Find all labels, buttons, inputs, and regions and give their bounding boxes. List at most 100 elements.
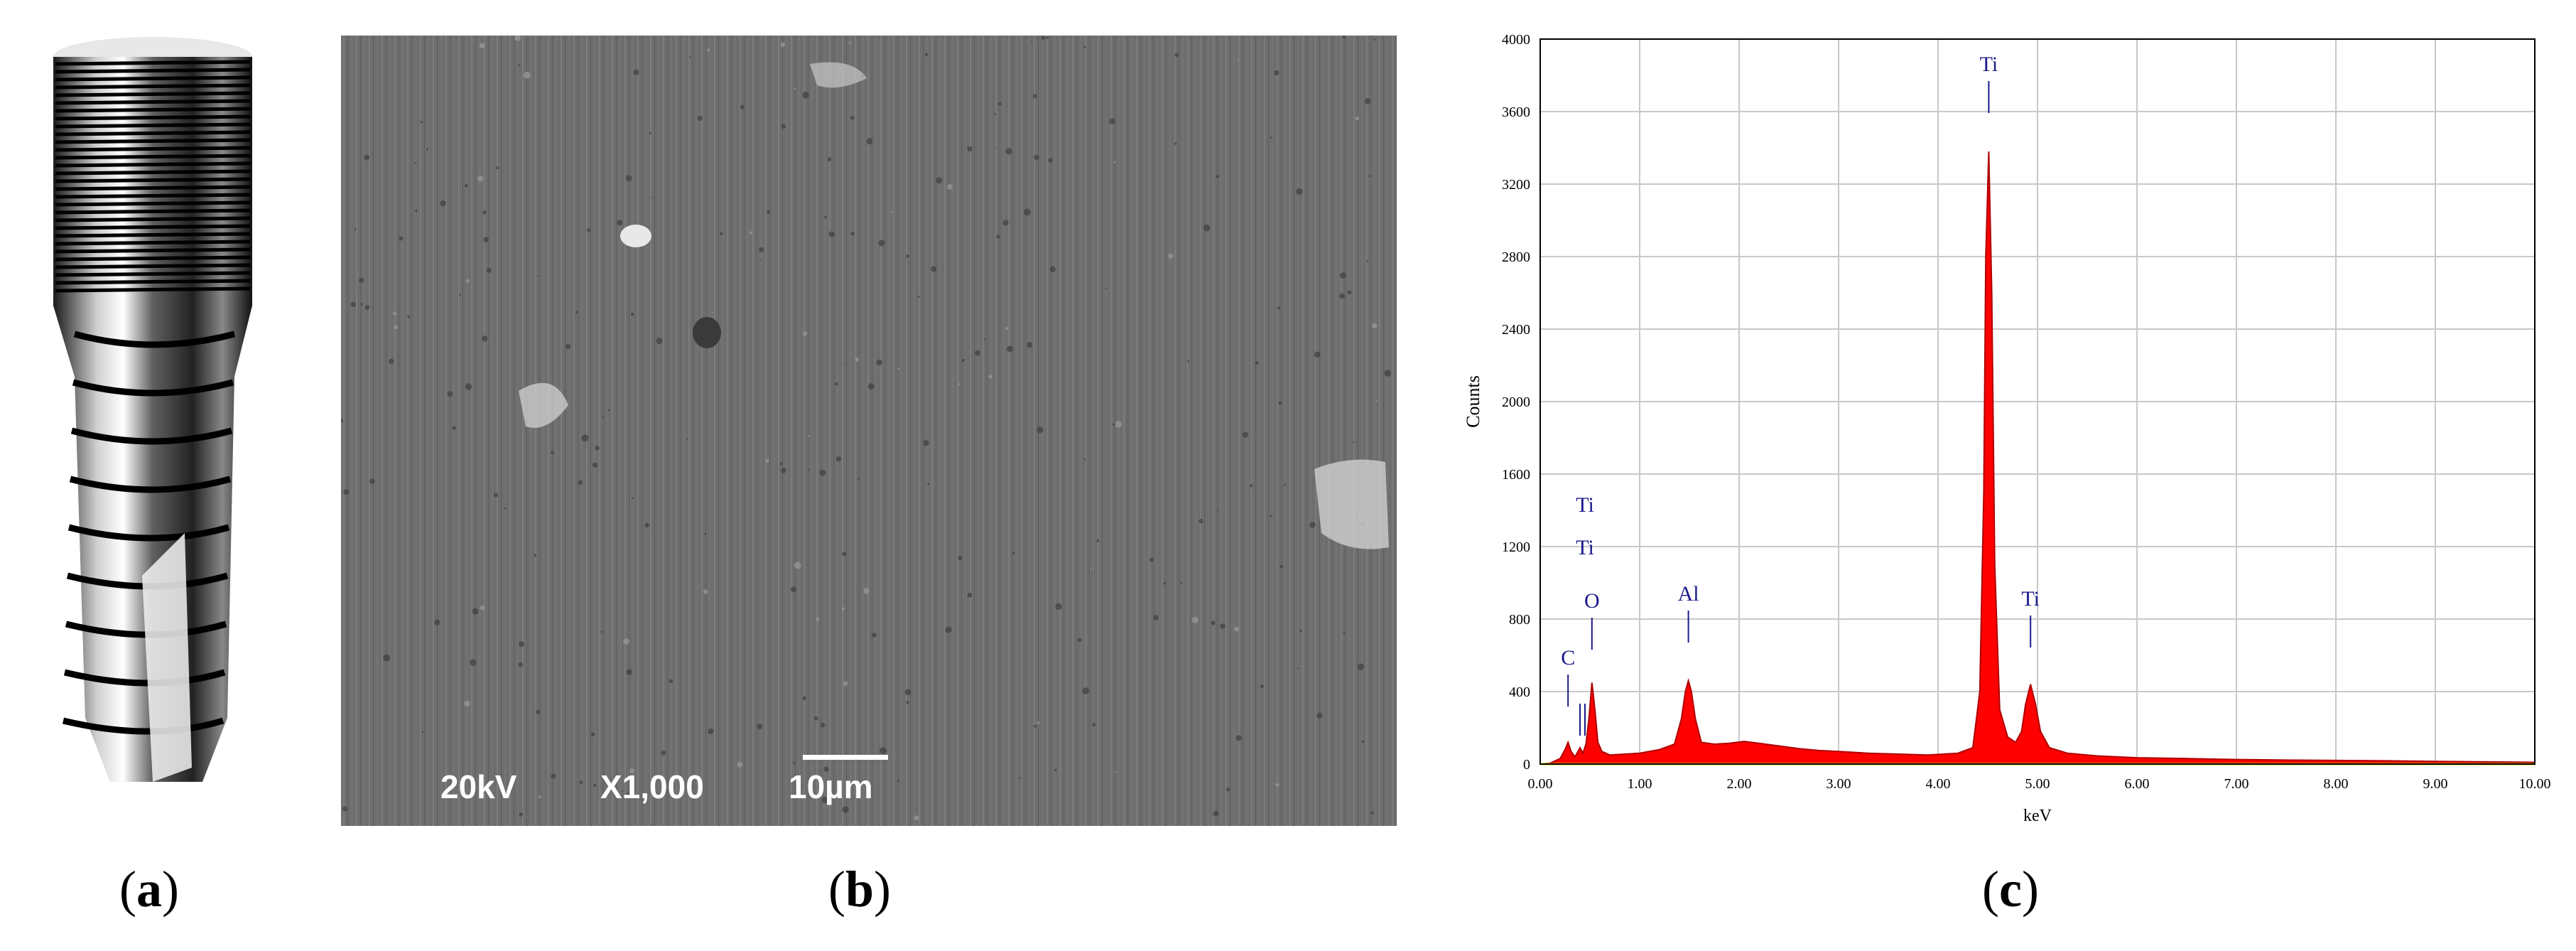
sem-surface-spot (1275, 783, 1279, 787)
sem-surface-spot (1033, 94, 1037, 99)
sem-surface-spot (1027, 342, 1033, 348)
sem-surface-spot (447, 391, 453, 397)
sem-surface-spot (1115, 771, 1117, 773)
sem-surface-spot (906, 254, 910, 258)
implant-thread-line (55, 216, 251, 222)
sem-surface-spot (1309, 522, 1316, 528)
sem-surface-spot (765, 458, 769, 463)
sem-surface-spot (1037, 426, 1044, 434)
eds-chart-panel: 0 400 800 1200 1600 2000 2400 2800 3200 3600 4000 … (1435, 0, 2576, 853)
spectrum-line (1539, 151, 2536, 765)
sem-surface-spot (927, 483, 930, 485)
sem-magnification: X1,000 (600, 768, 704, 805)
sem-surface-spot (482, 210, 487, 215)
sem-surface-spot (342, 806, 348, 812)
sem-surface-spot (1296, 188, 1303, 195)
sem-surface-spot (1203, 224, 1211, 232)
sem-surface-spot (1278, 401, 1282, 405)
y-tick-label: 3600 (1502, 104, 1530, 120)
sem-surface-spot (1023, 208, 1031, 216)
implant-photo (53, 37, 252, 782)
sem-surface-spot (850, 232, 855, 236)
sem-surface-spot (994, 147, 996, 149)
sem-surface-spot (534, 554, 537, 557)
sem-surface-spot (1054, 768, 1057, 772)
sem-surface-spot (689, 56, 691, 58)
x-tick-label: 2.00 (1727, 776, 1752, 792)
sem-surface-spot (1353, 441, 1355, 444)
implant-thread-line (55, 224, 251, 230)
sem-surface-spot (867, 383, 875, 390)
sem-surface-spot (514, 34, 521, 41)
sem-surface-spot (834, 382, 838, 386)
sem-surface-spot (708, 728, 714, 734)
sem-surface-spot (958, 383, 960, 385)
y-tick-label: 3200 (1502, 177, 1530, 193)
sem-surface-spot (421, 731, 423, 734)
x-tick-label: 9.00 (2423, 776, 2448, 792)
sem-surface-spot (897, 780, 900, 783)
sem-surface-spot (452, 426, 456, 430)
sem-surface-spot (1371, 323, 1378, 329)
sem-surface-spot (1220, 623, 1225, 629)
sem-surface-spot (947, 184, 953, 190)
y-tick-label: 800 (1509, 612, 1530, 628)
sem-surface-spot (781, 124, 786, 129)
sem-surface-spot (1198, 518, 1203, 524)
sem-surface-spot (1034, 725, 1037, 728)
sem-surface-spot (459, 294, 461, 296)
sem-surface-spot (793, 762, 796, 765)
sem-surface-spot (607, 409, 610, 412)
sem-surface-spot (767, 210, 771, 214)
sem-surface-spot (906, 701, 909, 704)
sem-surface-spot (622, 790, 624, 793)
sem-surface-spot (975, 350, 980, 356)
x-tick-label: 1.00 (1628, 776, 1652, 792)
sem-surface-spot (816, 618, 820, 621)
implant-thread-line (55, 169, 251, 176)
sem-surface-spot (592, 462, 598, 468)
sem-surface-spot (1216, 175, 1220, 178)
sem-surface-spot (359, 278, 364, 283)
sem-surface-spot (821, 796, 828, 803)
sem-surface-spot (1370, 811, 1374, 815)
sem-surface-spot (936, 177, 943, 184)
implant-thread-line (55, 193, 251, 199)
sem-surface-spot (593, 784, 597, 787)
implant-thread-line (55, 263, 251, 269)
implant-thread-line (55, 114, 251, 121)
sem-surface-spot (794, 562, 801, 569)
sem-surface-spot (848, 41, 852, 45)
x-tick-label: 8.00 (2324, 776, 2349, 792)
sem-surface-spot (1041, 36, 1046, 41)
sem-surface-spot (1174, 142, 1177, 145)
sem-surface-spot (904, 689, 911, 696)
sem-surface-spot (519, 641, 524, 648)
sem-surface-spot (479, 43, 485, 49)
sem-surface-spot (1340, 272, 1347, 279)
implant-thread-line (55, 146, 251, 152)
sem-surface-spot (1083, 45, 1086, 48)
sem-surface-spot (876, 359, 882, 366)
peak-label: O (1584, 589, 1600, 613)
y-tick-label: 1200 (1502, 539, 1530, 555)
implant-thread-line (55, 122, 251, 129)
sem-surface-spot (1260, 684, 1264, 689)
sem-surface-spot (1048, 158, 1053, 163)
sem-surface-spot (493, 493, 499, 498)
sem-surface-spot (1092, 723, 1096, 727)
sem-surface-spot (1034, 154, 1039, 161)
sem-surface-spot (581, 434, 589, 442)
sem-surface-spot (434, 619, 440, 625)
implant-thread-line (55, 286, 251, 293)
x-tick-label: 7.00 (2224, 776, 2249, 792)
sem-surface-spot (1037, 721, 1040, 724)
sem-image-panel: 20kV X1,000 10µm (339, 34, 1397, 826)
implant-thread-ridge (69, 476, 232, 493)
sem-surface-spot (1255, 361, 1259, 365)
implant-thread-line (55, 68, 251, 74)
sem-surface-spot (1270, 515, 1272, 517)
sem-surface-spot (1082, 687, 1090, 694)
implant-thread-ridge (70, 427, 233, 445)
sem-surface-spot (407, 315, 411, 318)
